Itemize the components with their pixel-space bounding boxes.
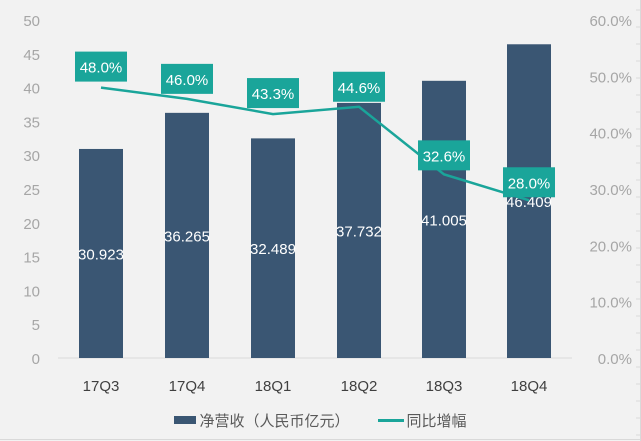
bar-value-label: 32.489 (250, 241, 296, 258)
bar-value-label: 41.005 (421, 212, 467, 229)
category-label: 18Q3 (426, 378, 463, 395)
left-tick-label: 45 (23, 47, 40, 64)
legend-item-revenue: 净营收（人民币亿元） (174, 410, 350, 431)
right-y-axis: 0.0% 10.0% 20.0% 30.0% 40.0% 50.0% 60.0% (589, 9, 640, 436)
left-tick-label: 40 (23, 81, 40, 98)
bar-value-label: 30.923 (78, 246, 124, 263)
category-label: 18Q2 (341, 378, 378, 395)
left-tick-label: 10 (23, 283, 40, 300)
left-tick-label: 5 (32, 317, 40, 334)
bar-value-label: 46.409 (506, 194, 552, 211)
growth-label-box (503, 167, 555, 198)
left-tick-label: 25 (23, 182, 40, 199)
category-label: 17Q3 (83, 378, 120, 395)
left-tick-label: 35 (23, 114, 40, 131)
growth-labels: 48.0% 46.0% 43.3% 44.6% 32.6% 28.0% (75, 51, 555, 198)
line-swatch-icon (377, 418, 404, 422)
left-y-axis: 0 5 10 15 20 25 30 35 40 45 50 (23, 13, 40, 368)
left-tick-label: 30 (23, 148, 40, 165)
right-tick-label: 20.0% (589, 238, 632, 255)
right-tick-label: 50.0% (589, 69, 632, 86)
growth-value-label: 32.6% (423, 148, 466, 165)
bar-18Q3 (422, 80, 466, 358)
category-label: 18Q1 (255, 378, 292, 395)
bar-17Q4 (165, 112, 209, 358)
growth-value-label: 48.0% (80, 60, 123, 77)
right-tick-label: 30.0% (589, 182, 632, 199)
category-label: 17Q4 (169, 378, 206, 395)
legend-label-revenue: 净营收（人民币亿元） (199, 411, 350, 430)
bar-17Q3 (79, 148, 123, 358)
bar-swatch-icon (174, 416, 197, 424)
growth-label-box (333, 71, 385, 102)
bar-value-label: 36.265 (164, 228, 210, 245)
right-tick-label: 40.0% (589, 126, 632, 143)
bar-value-label: 37.732 (336, 223, 382, 240)
right-tick-label: 0.0% (598, 351, 632, 368)
left-tick-label: 15 (23, 250, 40, 267)
growth-label-box (247, 78, 299, 109)
growth-line (100, 86, 530, 202)
growth-value-label: 43.3% (252, 86, 295, 103)
growth-value-label: 46.0% (166, 72, 209, 89)
left-tick-label: 20 (23, 216, 40, 233)
growth-label-box (418, 140, 470, 171)
legend-label-growth: 同比增幅 (406, 411, 467, 430)
bottom-border (0, 439, 641, 440)
right-tick-label: 60.0% (589, 13, 632, 30)
growth-label-box (75, 51, 127, 82)
left-tick-label: 50 (23, 13, 40, 30)
revenue-bars: 30.923 36.265 32.489 37.732 41.005 46.409 (78, 44, 552, 359)
bar-18Q4 (507, 44, 551, 359)
right-tick-label: 10.0% (589, 295, 632, 312)
bar-18Q2 (337, 102, 381, 359)
bar-18Q1 (251, 138, 295, 358)
legend: 净营收（人民币亿元） 同比增幅 (0, 408, 641, 432)
category-label: 18Q4 (511, 378, 548, 395)
growth-label-box (161, 63, 213, 94)
left-tick-label: 0 (32, 351, 40, 368)
growth-value-label: 28.0% (508, 175, 551, 192)
legend-item-growth: 同比增幅 (377, 410, 467, 431)
x-axis-labels: 17Q3 17Q4 18Q1 18Q2 18Q3 18Q4 (83, 378, 548, 395)
growth-value-label: 44.6% (338, 80, 381, 97)
